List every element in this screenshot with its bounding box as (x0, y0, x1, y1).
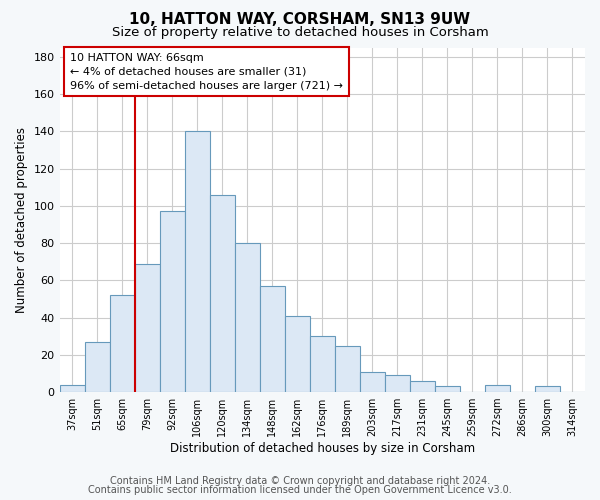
Bar (235, 243, 260, 392)
Text: Size of property relative to detached houses in Corsham: Size of property relative to detached ho… (112, 26, 488, 39)
X-axis label: Distribution of detached houses by size in Corsham: Distribution of detached houses by size … (170, 442, 475, 455)
Bar (310, 336, 335, 392)
Bar (260, 286, 285, 392)
Bar (485, 384, 510, 392)
Bar (85, 342, 110, 392)
Bar (110, 295, 134, 392)
Y-axis label: Number of detached properties: Number of detached properties (15, 127, 28, 313)
Bar (360, 372, 385, 392)
Text: 10, HATTON WAY, CORSHAM, SN13 9UW: 10, HATTON WAY, CORSHAM, SN13 9UW (130, 12, 470, 28)
Bar (435, 386, 460, 392)
Bar (285, 316, 310, 392)
Bar (385, 376, 410, 392)
Bar (335, 346, 360, 392)
Bar (185, 132, 209, 392)
Bar (59, 384, 85, 392)
Bar (209, 194, 235, 392)
Bar (535, 386, 560, 392)
Text: Contains HM Land Registry data © Crown copyright and database right 2024.: Contains HM Land Registry data © Crown c… (110, 476, 490, 486)
Bar (410, 381, 435, 392)
Bar (160, 212, 185, 392)
Text: Contains public sector information licensed under the Open Government Licence v3: Contains public sector information licen… (88, 485, 512, 495)
Text: 10 HATTON WAY: 66sqm
← 4% of detached houses are smaller (31)
96% of semi-detach: 10 HATTON WAY: 66sqm ← 4% of detached ho… (70, 52, 343, 90)
Bar (134, 264, 160, 392)
